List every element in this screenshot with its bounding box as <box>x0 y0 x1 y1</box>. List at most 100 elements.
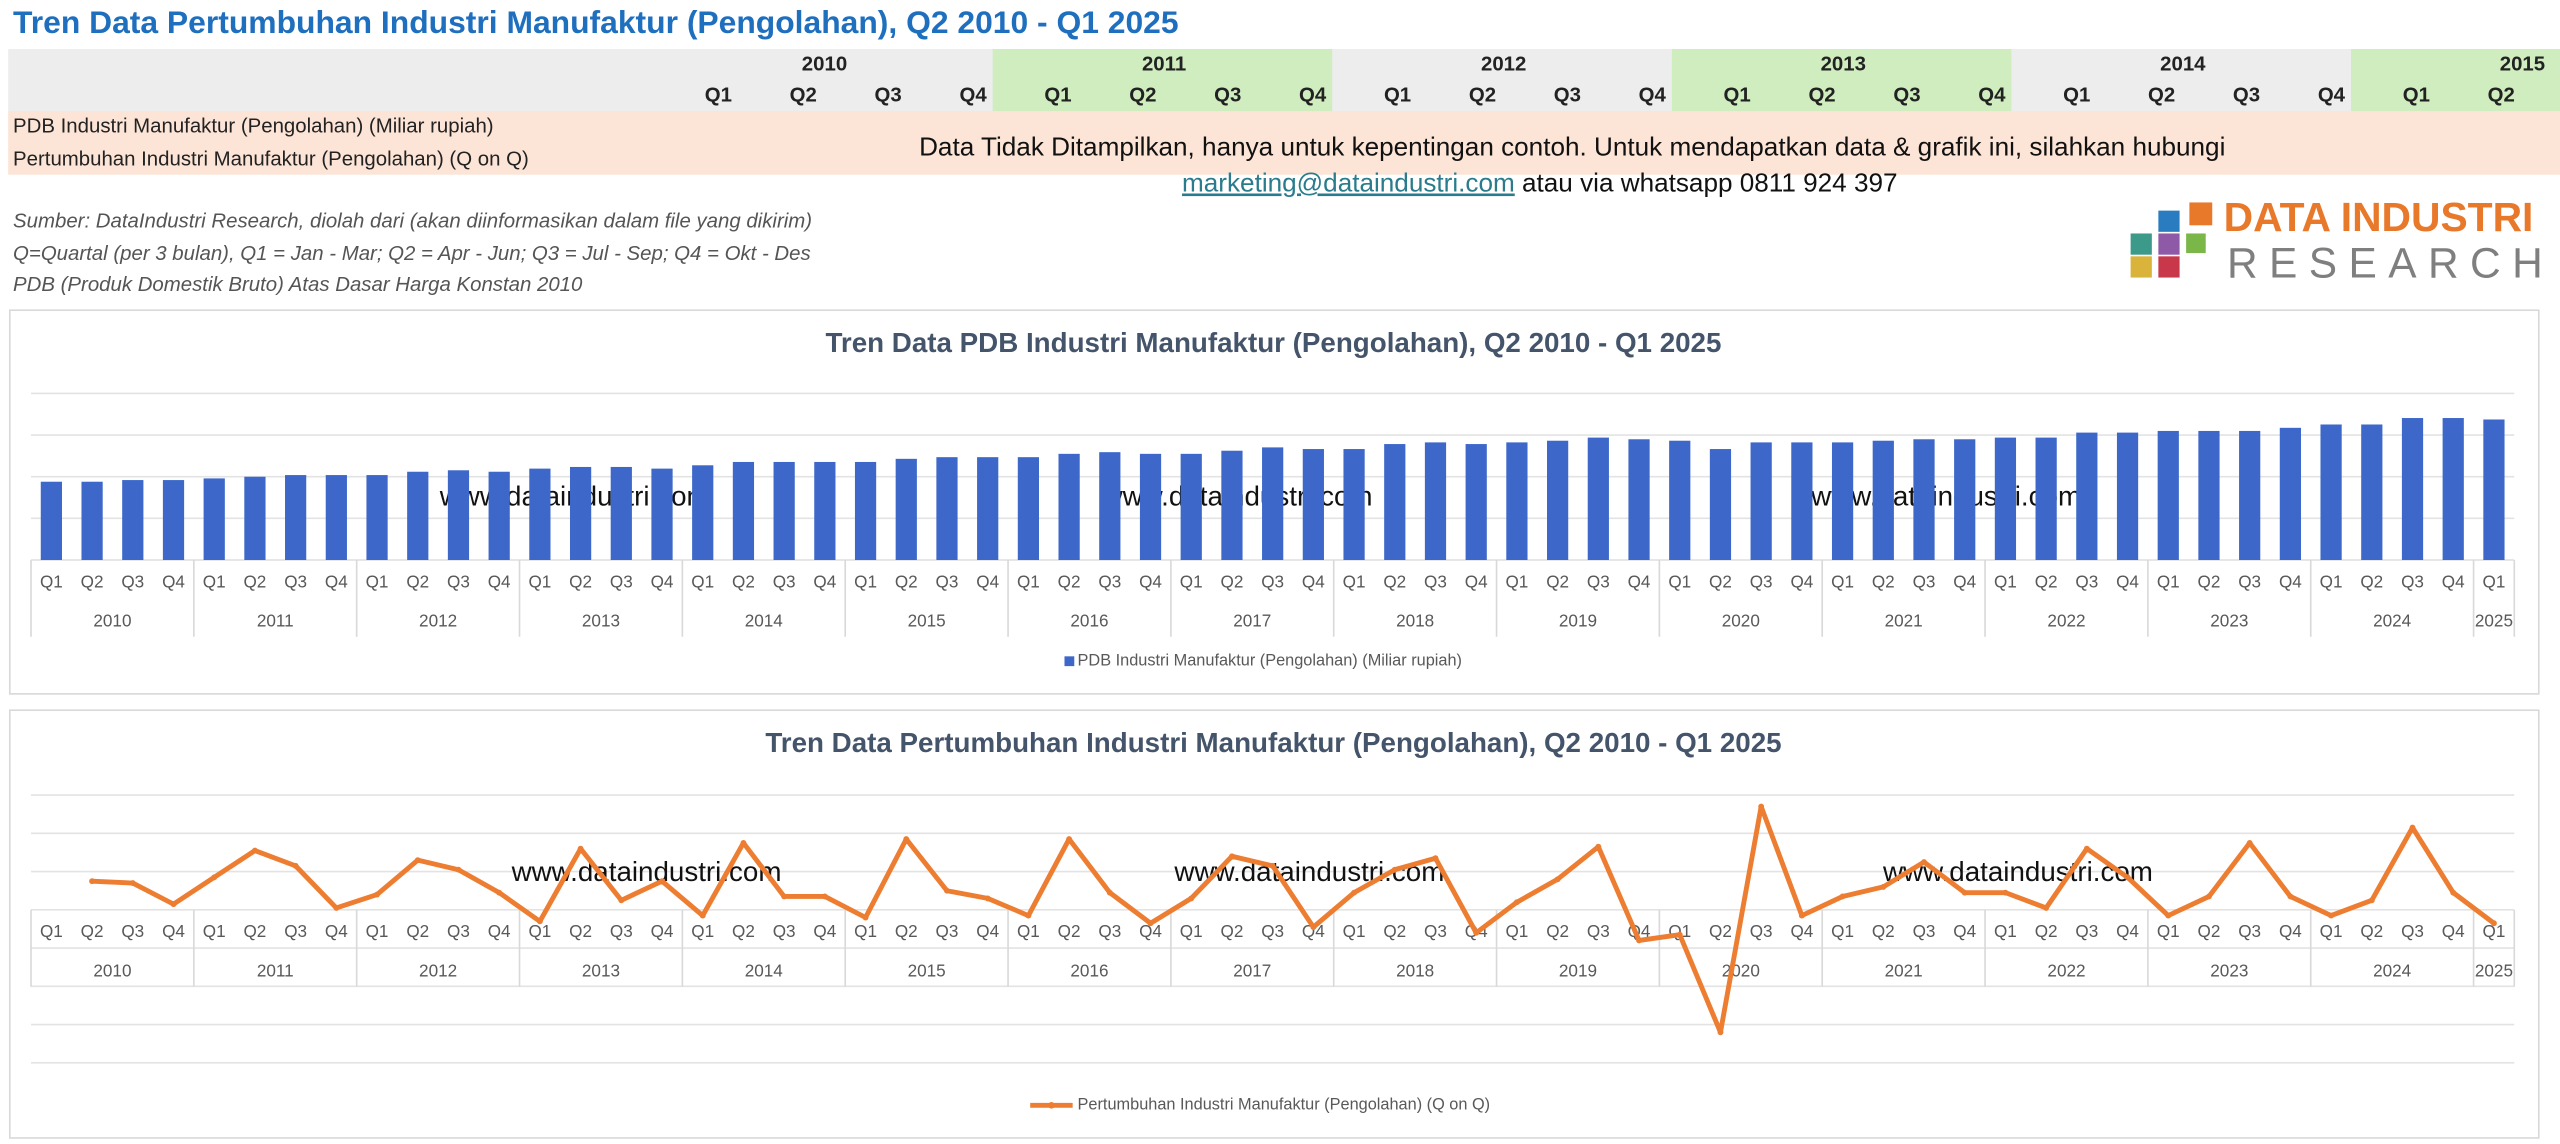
bar <box>162 480 185 560</box>
x-tick-label: Q1 <box>1505 571 1528 591</box>
line-point <box>414 857 421 864</box>
quarter-header: Q1 <box>1724 85 1751 107</box>
line-point <box>1391 866 1398 873</box>
x-tick-label: Q1 <box>203 571 226 591</box>
x-group-label: 2015 <box>908 960 946 980</box>
x-tick-label: Q2 <box>243 571 266 591</box>
quarter-header: Q1 <box>705 85 732 107</box>
line-point <box>1229 853 1235 860</box>
quarter-header: Q4 <box>1639 85 1667 107</box>
line-point <box>1839 893 1846 900</box>
line-point <box>1676 931 1683 938</box>
x-tick-label: Q1 <box>2320 921 2343 941</box>
email-link[interactable]: marketing@dataindustri.com <box>1182 167 1515 197</box>
x-tick-label: Q3 <box>447 571 470 591</box>
x-tick-label: Q1 <box>2483 571 2506 591</box>
quarter-header: Q3 <box>1554 85 1581 107</box>
quarter-header: Q3 <box>2233 85 2260 107</box>
x-group-label: 2020 <box>1722 960 1760 980</box>
line-point <box>1554 876 1561 883</box>
line-point <box>1066 836 1073 843</box>
quarter-header: Q3 <box>1893 85 1920 107</box>
line-point <box>1717 1029 1724 1036</box>
x-tick-label: Q1 <box>2483 921 2506 941</box>
bar <box>366 475 388 560</box>
x-tick-label: Q4 <box>2442 571 2465 591</box>
bar <box>1913 439 1935 560</box>
x-tick-label: Q4 <box>2116 921 2139 941</box>
x-tick-label: Q4 <box>488 921 511 941</box>
bar <box>1343 449 1365 560</box>
x-tick-label: Q2 <box>2360 921 2383 941</box>
x-tick-label: Q3 <box>610 571 633 591</box>
x-tick-label: Q1 <box>1994 571 2017 591</box>
bar <box>936 457 958 560</box>
logo-text: RESEARCH <box>2227 239 2554 286</box>
x-tick-label: Q3 <box>1424 921 1447 941</box>
x-group-label: 2012 <box>419 611 457 631</box>
x-tick-label: Q1 <box>1505 921 1528 941</box>
logo-square <box>2130 256 2152 278</box>
x-group-label: 2011 <box>257 960 294 980</box>
year-cell-bg <box>2351 48 2560 112</box>
line-point <box>536 918 543 925</box>
x-tick-label: Q4 <box>1628 571 1651 591</box>
year-cell-bg <box>992 48 1333 112</box>
logo-square <box>2130 233 2152 255</box>
bar <box>1954 439 1976 560</box>
x-tick-label: Q2 <box>1546 921 1569 941</box>
bar <box>2198 430 2220 560</box>
x-tick-label: Q2 <box>1872 921 1895 941</box>
year-header: 2012 <box>1481 54 1526 76</box>
x-group-label: 2017 <box>1233 611 1271 631</box>
quarter-header: Q2 <box>2148 85 2175 107</box>
line-point <box>1310 924 1317 931</box>
line-point <box>618 897 625 904</box>
x-tick-label: Q2 <box>1058 921 1081 941</box>
legend-swatch <box>1064 656 1075 667</box>
x-tick-label: Q2 <box>1546 571 1569 591</box>
quarter-header: Q3 <box>875 85 902 107</box>
line-point <box>1921 859 1927 865</box>
x-tick-label: Q4 <box>1139 921 1162 941</box>
bar <box>1017 457 1040 560</box>
legend-point <box>1048 1102 1055 1109</box>
line-point <box>1025 912 1032 919</box>
x-tick-label: Q3 <box>2238 921 2261 941</box>
x-tick-label: Q4 <box>162 921 185 941</box>
bar <box>1831 442 1854 560</box>
bar <box>1139 453 1162 560</box>
x-group-label: 2013 <box>582 611 620 631</box>
x-tick-label: Q1 <box>2320 571 2343 591</box>
x-tick-label: Q1 <box>1343 571 1366 591</box>
bar <box>2442 418 2464 560</box>
line-point <box>1188 895 1195 902</box>
line-point <box>89 878 96 885</box>
legend-label: Pertumbuhan Industri Manufaktur (Pengola… <box>1078 1096 1491 1114</box>
line-point <box>1636 937 1642 944</box>
x-tick-label: Q1 <box>366 921 389 941</box>
x-tick-label: Q2 <box>81 921 104 941</box>
bar <box>1424 442 1447 560</box>
x-tick-label: Q2 <box>1058 571 1081 591</box>
line-point <box>211 874 218 881</box>
x-tick-label: Q1 <box>1017 571 1040 591</box>
x-tick-label: Q1 <box>2157 571 2180 591</box>
x-tick-label: Q4 <box>1139 571 1162 591</box>
year-header: 2010 <box>802 54 847 76</box>
bar <box>1221 450 1243 560</box>
x-tick-label: Q3 <box>1750 921 1773 941</box>
line-point <box>781 893 788 900</box>
x-tick-label: Q1 <box>40 921 63 941</box>
bar <box>1058 453 1080 560</box>
bar <box>1099 452 1121 560</box>
quarter-header: Q1 <box>1384 85 1411 107</box>
line-point <box>659 878 665 885</box>
bar <box>814 461 836 560</box>
line-point <box>577 845 584 852</box>
bar <box>1587 437 1609 560</box>
x-tick-label: Q1 <box>854 571 877 591</box>
x-tick-label: Q1 <box>528 571 551 591</box>
bar <box>447 470 470 560</box>
